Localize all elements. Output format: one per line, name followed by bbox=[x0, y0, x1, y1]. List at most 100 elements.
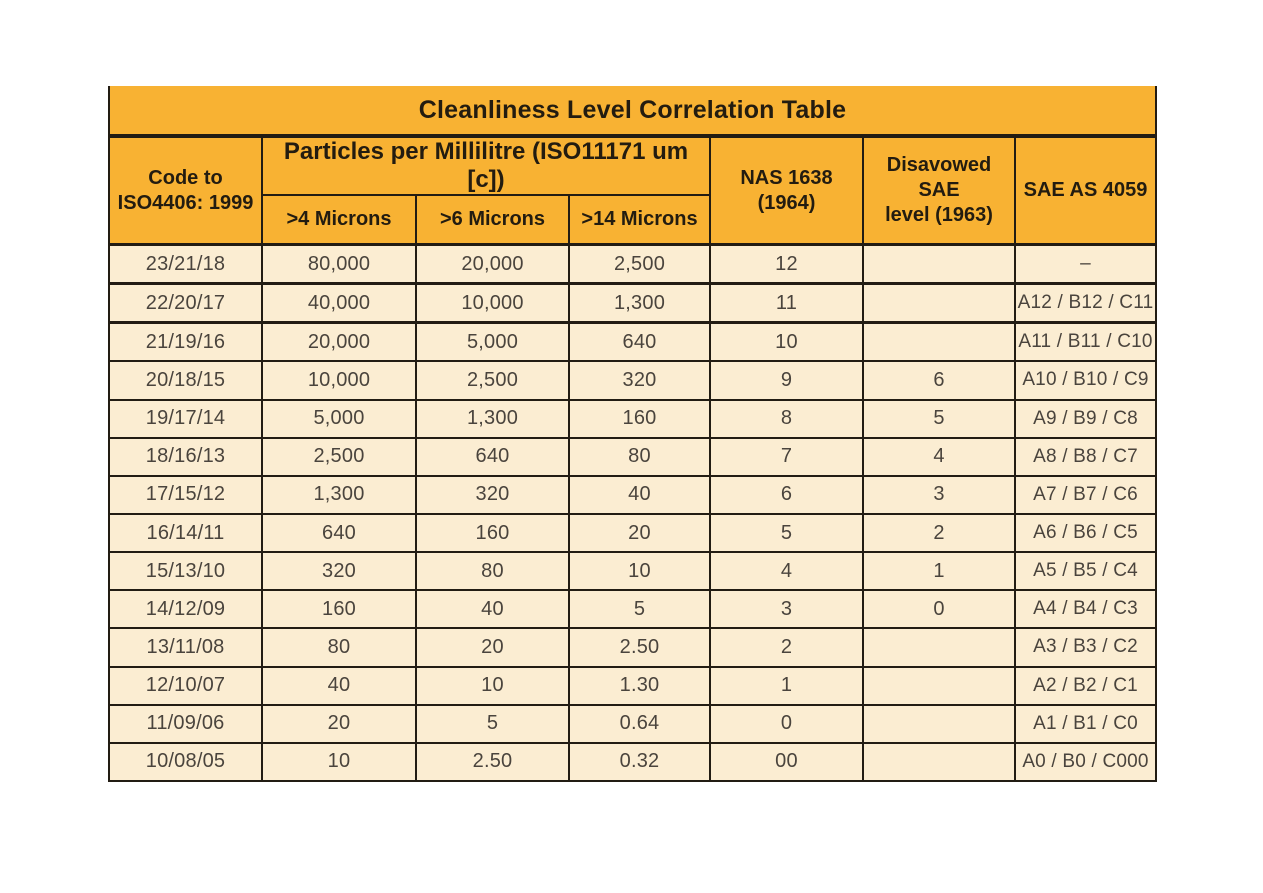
cell-gt14-microns: 2.50 bbox=[568, 627, 711, 668]
cell-gt6-microns: 5,000 bbox=[415, 321, 570, 363]
cell-nas-1638: 5 bbox=[709, 512, 864, 554]
cell-gt14-microns: 0.32 bbox=[568, 741, 711, 783]
cell-gt14-microns: 1.30 bbox=[568, 665, 711, 706]
cell-sae-1963 bbox=[862, 282, 1016, 325]
table-row: 13/11/08 80 20 2.50 2 A3 / B3 / C2 bbox=[108, 627, 1157, 668]
header-disavowed-line2: level (1963) bbox=[885, 204, 993, 226]
cell-gt6-microns: 10 bbox=[415, 665, 570, 706]
cell-code: 12/10/07 bbox=[108, 665, 263, 706]
cell-nas-1638: 1 bbox=[709, 665, 864, 706]
cell-sae-1963 bbox=[862, 741, 1016, 783]
header-row-top: Code to ISO4406: 1999 Particles per Mill… bbox=[108, 135, 1157, 246]
cell-code: 16/14/11 bbox=[108, 512, 263, 554]
cell-code: 19/17/14 bbox=[108, 398, 263, 439]
header-disavowed-sae: Disavowed SAE level (1963) bbox=[862, 135, 1016, 246]
cell-sae-1963 bbox=[862, 627, 1016, 668]
cell-code: 22/20/17 bbox=[108, 282, 263, 325]
header-nas-line1: NAS 1638 bbox=[740, 166, 833, 189]
cell-gt4-microns: 2,500 bbox=[261, 436, 417, 477]
table-row: 19/17/14 5,000 1,300 160 8 5 A9 / B9 / C… bbox=[108, 398, 1157, 439]
table-row: 23/21/18 80,000 20,000 2,500 12 – bbox=[108, 242, 1157, 286]
table-row: 21/19/16 20,000 5,000 640 10 A11 / B11 /… bbox=[108, 321, 1157, 363]
cell-sae-1963 bbox=[862, 665, 1016, 706]
cell-code: 11/09/06 bbox=[108, 703, 263, 744]
cell-nas-1638: 10 bbox=[709, 321, 864, 363]
header-disavowed-line1: Disavowed SAE bbox=[886, 154, 992, 201]
header-nas-1638: NAS 1638 (1964) bbox=[709, 135, 864, 246]
cell-code: 21/19/16 bbox=[108, 321, 263, 363]
table-row: 16/14/11 640 160 20 5 2 A6 / B6 / C5 bbox=[108, 512, 1157, 554]
table-row: 15/13/10 320 80 10 4 1 A5 / B5 / C4 bbox=[108, 551, 1157, 592]
cell-sae-as-4059: A3 / B3 / C2 bbox=[1014, 627, 1157, 668]
cell-gt14-microns: 2,500 bbox=[568, 242, 711, 286]
cell-gt6-microns: 20 bbox=[415, 627, 570, 668]
cell-gt4-microns: 40 bbox=[261, 665, 417, 706]
title-row: Cleanliness Level Correlation Table bbox=[108, 86, 1157, 138]
cell-gt14-microns: 20 bbox=[568, 512, 711, 554]
cell-sae-as-4059: – bbox=[1014, 242, 1157, 286]
cell-gt14-microns: 40 bbox=[568, 474, 711, 515]
cell-code: 17/15/12 bbox=[108, 474, 263, 515]
header-sae-as-4059: SAE AS 4059 bbox=[1014, 135, 1157, 246]
cell-nas-1638: 00 bbox=[709, 741, 864, 783]
table-row: 10/08/05 10 2.50 0.32 00 A0 / B0 / C000 bbox=[108, 741, 1157, 783]
cell-gt4-microns: 80 bbox=[261, 627, 417, 668]
table-title: Cleanliness Level Correlation Table bbox=[108, 86, 1157, 138]
cell-code: 15/13/10 bbox=[108, 551, 263, 592]
cell-nas-1638: 8 bbox=[709, 398, 864, 439]
cell-gt6-microns: 160 bbox=[415, 512, 570, 554]
cell-sae-1963: 4 bbox=[862, 436, 1016, 477]
cell-gt4-microns: 5,000 bbox=[261, 398, 417, 439]
cell-sae-as-4059: A11 / B11 / C10 bbox=[1014, 321, 1157, 363]
cell-gt4-microns: 640 bbox=[261, 512, 417, 554]
cleanliness-correlation-table: Cleanliness Level Correlation Table Code… bbox=[108, 86, 1157, 783]
cell-gt14-microns: 0.64 bbox=[568, 703, 711, 744]
cell-gt14-microns: 1,300 bbox=[568, 282, 711, 325]
header-gt4-microns: >4 Microns bbox=[261, 194, 417, 246]
cell-gt4-microns: 10,000 bbox=[261, 360, 417, 401]
cell-nas-1638: 3 bbox=[709, 589, 864, 630]
cell-sae-as-4059: A10 / B10 / C9 bbox=[1014, 360, 1157, 401]
cell-sae-as-4059: A4 / B4 / C3 bbox=[1014, 589, 1157, 630]
cell-sae-as-4059: A2 / B2 / C1 bbox=[1014, 665, 1157, 706]
cell-gt6-microns: 20,000 bbox=[415, 242, 570, 286]
cell-code: 14/12/09 bbox=[108, 589, 263, 630]
cell-gt4-microns: 40,000 bbox=[261, 282, 417, 325]
cell-sae-1963: 5 bbox=[862, 398, 1016, 439]
header-gt6-microns: >6 Microns bbox=[415, 194, 570, 246]
cell-sae-as-4059: A9 / B9 / C8 bbox=[1014, 398, 1157, 439]
cell-sae-as-4059: A7 / B7 / C6 bbox=[1014, 474, 1157, 515]
header-gt14-microns: >14 Microns bbox=[568, 194, 711, 246]
cell-code: 20/18/15 bbox=[108, 360, 263, 401]
cell-sae-as-4059: A6 / B6 / C5 bbox=[1014, 512, 1157, 554]
cell-nas-1638: 7 bbox=[709, 436, 864, 477]
header-code-line1: Code to bbox=[148, 166, 223, 189]
cell-gt6-microns: 1,300 bbox=[415, 398, 570, 439]
table-row: 14/12/09 160 40 5 3 0 A4 / B4 / C3 bbox=[108, 589, 1157, 630]
cell-gt6-microns: 640 bbox=[415, 436, 570, 477]
cell-nas-1638: 4 bbox=[709, 551, 864, 592]
table-row: 20/18/15 10,000 2,500 320 9 6 A10 / B10 … bbox=[108, 360, 1157, 401]
header-code-line2: ISO4406: 1999 bbox=[117, 191, 254, 214]
header-nas-line2: (1964) bbox=[757, 191, 816, 214]
cell-sae-as-4059: A1 / B1 / C0 bbox=[1014, 703, 1157, 744]
cell-nas-1638: 2 bbox=[709, 627, 864, 668]
cell-sae-as-4059: A5 / B5 / C4 bbox=[1014, 551, 1157, 592]
cell-nas-1638: 12 bbox=[709, 242, 864, 286]
cell-gt14-microns: 5 bbox=[568, 589, 711, 630]
cell-nas-1638: 9 bbox=[709, 360, 864, 401]
cell-code: 13/11/08 bbox=[108, 627, 263, 668]
cell-gt6-microns: 2,500 bbox=[415, 360, 570, 401]
cell-gt14-microns: 640 bbox=[568, 321, 711, 363]
cell-sae-1963 bbox=[862, 242, 1016, 286]
cell-sae-1963 bbox=[862, 321, 1016, 363]
table-row: 18/16/13 2,500 640 80 7 4 A8 / B8 / C7 bbox=[108, 436, 1157, 477]
cell-gt4-microns: 160 bbox=[261, 589, 417, 630]
cell-gt6-microns: 10,000 bbox=[415, 282, 570, 325]
table-row: 12/10/07 40 10 1.30 1 A2 / B2 / C1 bbox=[108, 665, 1157, 706]
cell-gt6-microns: 80 bbox=[415, 551, 570, 592]
cell-gt4-microns: 20 bbox=[261, 703, 417, 744]
cell-sae-as-4059: A12 / B12 / C11 bbox=[1014, 282, 1157, 325]
cell-nas-1638: 11 bbox=[709, 282, 864, 325]
cell-code: 18/16/13 bbox=[108, 436, 263, 477]
